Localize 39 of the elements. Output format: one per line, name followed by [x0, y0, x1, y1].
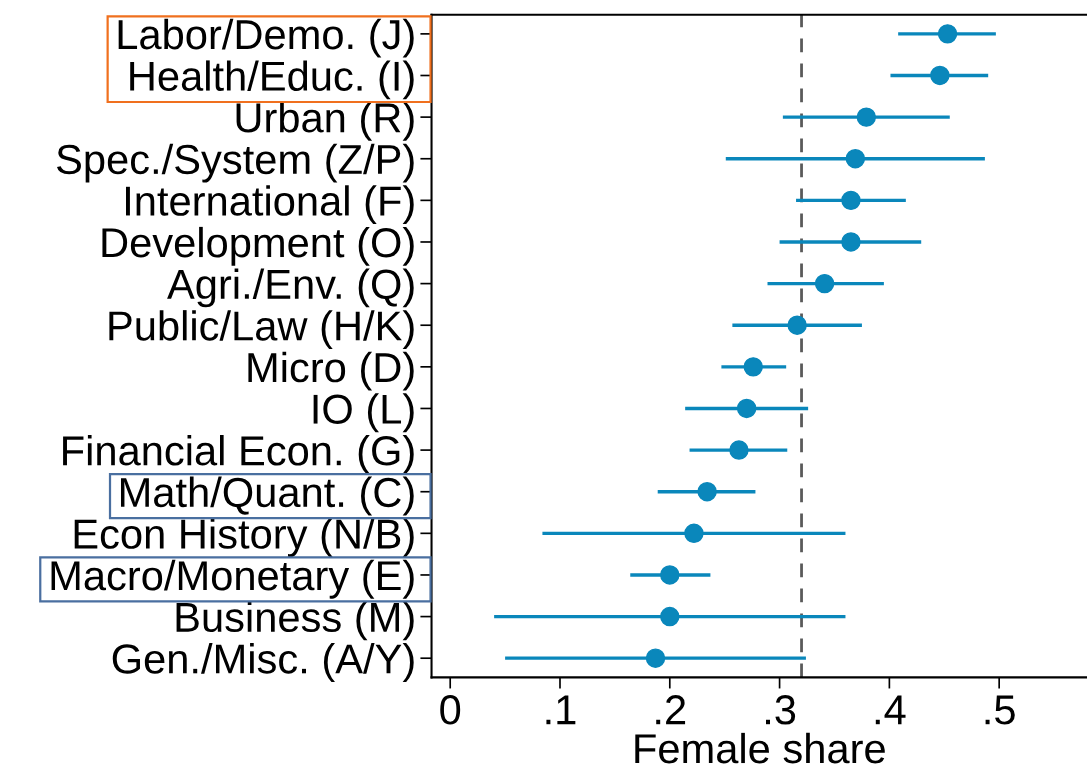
- y-tick-label: Development (O): [102, 226, 414, 266]
- x-axis-title: Female share: [635, 732, 885, 764]
- y-tick-label: Agri./Env. (Q): [167, 268, 414, 308]
- point: [743, 357, 763, 377]
- point: [736, 398, 757, 419]
- y-tick-label: Math/Quant. (C): [120, 476, 414, 516]
- x-tick-label: .1: [546, 695, 576, 725]
- y-tick-label: Financial Econ. (G): [63, 435, 414, 474]
- point: [856, 107, 877, 127]
- point: [841, 190, 861, 211]
- y-tick-label: Public/Law (H/K): [109, 310, 414, 349]
- point: [660, 606, 680, 627]
- y-tick-label: Macro/Monetary (E): [51, 559, 414, 599]
- x-tick-label: .3: [766, 695, 796, 725]
- y-tick-label: Labor/Demo. (J): [118, 18, 414, 58]
- point: [787, 315, 807, 335]
- point: [684, 523, 704, 544]
- y-tick-label: Business (M): [176, 601, 414, 641]
- point: [814, 273, 835, 294]
- point: [930, 65, 950, 86]
- y-tick-label: International (F): [126, 185, 414, 225]
- y-tick-label: Spec./System (Z/P): [56, 143, 414, 183]
- point: [729, 440, 749, 460]
- y-tick-label: Gen./Misc. (A/Y): [112, 643, 414, 682]
- y-tick-label: Micro (D): [248, 351, 414, 391]
- point: [660, 565, 680, 585]
- y-tick-label: Econ History (N/B): [74, 518, 414, 558]
- point: [841, 232, 861, 252]
- y-tick-label: Health/Educ. (I): [130, 60, 414, 100]
- x-tick-label: 0: [440, 695, 461, 725]
- y-tick-label: IO (L): [313, 393, 414, 433]
- x-tick-label: .2: [656, 695, 686, 725]
- x-tick-label: .4: [875, 695, 906, 725]
- point: [937, 24, 958, 44]
- point: [645, 648, 666, 668]
- point: [845, 149, 866, 169]
- y-tick-label: Urban (R): [236, 102, 414, 141]
- point: [697, 481, 717, 502]
- x-tick-label: .5: [985, 695, 1015, 725]
